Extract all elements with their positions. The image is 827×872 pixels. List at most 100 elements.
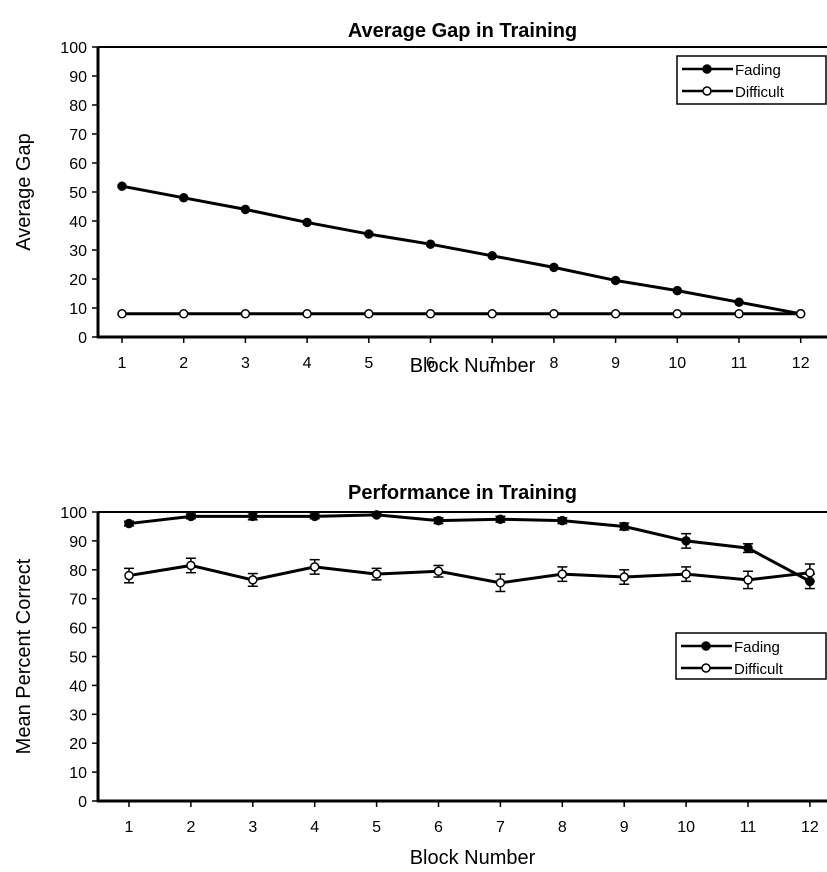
data-point [619,572,629,582]
x-tick-label: 12 [801,819,819,836]
data-point [117,309,127,319]
y-tick-label: 100 [60,505,87,522]
y-tick-label: 70 [69,127,87,144]
x-tick-label: 8 [549,355,558,372]
data-point [681,569,691,579]
data-point [734,309,744,319]
x-tick-label: 10 [668,355,686,372]
data-point [364,229,374,239]
data-point [240,204,251,215]
x-axis-label: Block Number [410,355,536,377]
x-tick-label: 7 [496,819,505,836]
y-axis-label: Average Gap [13,133,35,251]
x-axis-label: Block Number [410,847,536,869]
x-tick-label: 12 [792,355,810,372]
chart-title: Performance in Training [348,482,577,504]
y-tick-label: 50 [69,650,87,667]
x-tick-label: 2 [186,819,195,836]
series-fading [124,510,815,590]
data-point [117,181,127,191]
y-tick-label: 100 [60,40,87,57]
x-tick-label: 8 [558,819,567,836]
x-tick-label: 9 [620,819,629,836]
data-point [433,566,444,576]
legend-box [675,632,827,680]
series-difficult [117,309,806,319]
chart-title: Average Gap in Training [348,20,577,42]
series-line [121,184,801,316]
data-point [549,262,559,273]
data-point [186,511,196,522]
data-point [743,543,753,553]
y-tick-label: 80 [69,563,87,580]
legend: Fading Difficult [675,632,827,680]
data-point [487,309,497,319]
data-point [309,511,320,522]
legend-swatch-marker [702,64,712,74]
x-tick-label: 1 [118,355,127,372]
data-point [610,309,621,319]
y-tick-label: 70 [69,592,87,609]
x-tick-label: 4 [310,819,319,836]
x-tick-label: 10 [677,819,695,836]
data-point [371,510,382,520]
x-tick-label: 11 [740,819,757,836]
data-point [302,309,312,319]
x-tick-label: 3 [248,819,257,836]
data-point [557,569,568,579]
data-point [672,309,683,319]
y-tick-label: 10 [69,301,87,318]
y-tick-label: 80 [69,98,87,115]
data-point [487,251,497,261]
data-point [681,536,691,546]
data-point [425,239,436,249]
x-tick-label: 3 [241,355,250,372]
x-tick-label: 5 [372,819,381,836]
x-tick-label: 4 [303,355,312,372]
x-tick-label: 2 [179,355,188,372]
x-tick-label: 11 [731,355,748,372]
data-point [371,569,382,579]
data-point [364,309,374,319]
data-point [124,518,134,529]
x-tick-label: 9 [611,355,620,372]
x-tick-label: 7 [488,355,497,372]
legend-label: Fading [734,639,780,656]
series-fading [117,181,806,319]
series-line [128,513,811,583]
x-tick-label: 5 [364,355,373,372]
data-point [619,521,629,532]
x-tick-label: 1 [125,819,134,836]
legend-swatch-marker [701,641,711,651]
data-point [302,217,312,228]
y-tick-label: 30 [69,243,87,260]
data-point [433,515,444,526]
data-point [248,511,258,522]
legend-box [676,55,827,105]
y-tick-label: 0 [78,330,87,347]
y-tick-label: 60 [69,156,87,173]
chart-1: Average Gap in Training 0 10 20 30 40 50 60 70 80… [13,20,827,377]
data-point [734,297,744,307]
data-point [549,309,559,319]
y-tick-label: 0 [78,794,87,811]
data-point [124,570,134,581]
y-tick-label: 40 [69,678,87,695]
y-tick-label: 60 [69,621,87,638]
data-point [495,514,506,524]
data-point [248,575,258,585]
data-point [610,275,621,286]
data-point [557,515,568,526]
data-point [795,309,806,319]
series-line [128,563,811,585]
y-tick-label: 50 [69,185,87,202]
legend-label: Difficult [734,661,784,678]
y-tick-label: 90 [69,534,87,551]
data-point [743,575,753,585]
legend-label: Fading [735,62,781,79]
x-tick-label: 6 [434,819,443,836]
y-tick-label: 20 [69,736,87,753]
legend-label: Difficult [735,84,785,101]
legend-swatch-marker [702,86,712,96]
